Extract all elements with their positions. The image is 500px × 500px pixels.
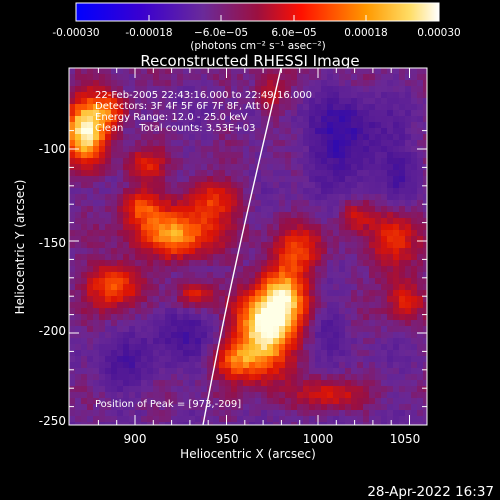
colorbar-tick-label: 0.00030 xyxy=(417,27,460,39)
y-tick-label: -150 xyxy=(39,236,66,250)
info-detectors: Detectors: 3F 4F 5F 6F 7F 8F, Att 0 xyxy=(95,101,269,112)
colorbar-tick-label: -0.00018 xyxy=(125,27,172,39)
y-tick-label: -200 xyxy=(39,324,66,338)
axis-ticks xyxy=(69,68,427,426)
y-axis-label: Heliocentric Y (arcsec) xyxy=(13,180,27,315)
info-energy-range: Energy Range: 12.0 - 25.0 keV xyxy=(95,112,248,123)
solar-limb-line xyxy=(202,68,282,425)
colorbar-tick-label: 0.00018 xyxy=(344,27,387,39)
x-tick-label: 950 xyxy=(216,432,239,446)
colorbar-tick-label: 6.0e−05 xyxy=(271,27,316,39)
y-tick-label: -100 xyxy=(39,142,66,156)
colorbar-ticks xyxy=(75,15,440,21)
colorbar xyxy=(75,2,440,22)
info-clean-counts: Clean Total counts: 3.53E+03 xyxy=(95,123,255,134)
footer-timestamp: 28-Apr-2022 16:37 xyxy=(367,484,494,500)
x-tick-label: 1050 xyxy=(390,432,421,446)
y-tick-label: -250 xyxy=(39,414,66,428)
heatmap-image xyxy=(69,68,427,425)
colorbar-tick-label: −6.0e−05 xyxy=(194,27,248,39)
plot-title: Reconstructed RHESSI Image xyxy=(140,52,359,70)
plot-frame xyxy=(68,67,428,426)
x-tick-label: 900 xyxy=(124,432,147,446)
colorbar-unit-label: (photons cm⁻² s⁻¹ asec⁻²) xyxy=(190,40,325,52)
info-time-range: 22-Feb-2005 22:43:16.000 to 22:49:16.000 xyxy=(95,90,312,101)
colorbar-tick-label: -0.00030 xyxy=(52,27,99,39)
peak-position-text: Position of Peak = [973,-209] xyxy=(95,399,241,410)
x-axis-label: Heliocentric X (arcsec) xyxy=(180,447,316,461)
x-tick-label: 1000 xyxy=(303,432,334,446)
